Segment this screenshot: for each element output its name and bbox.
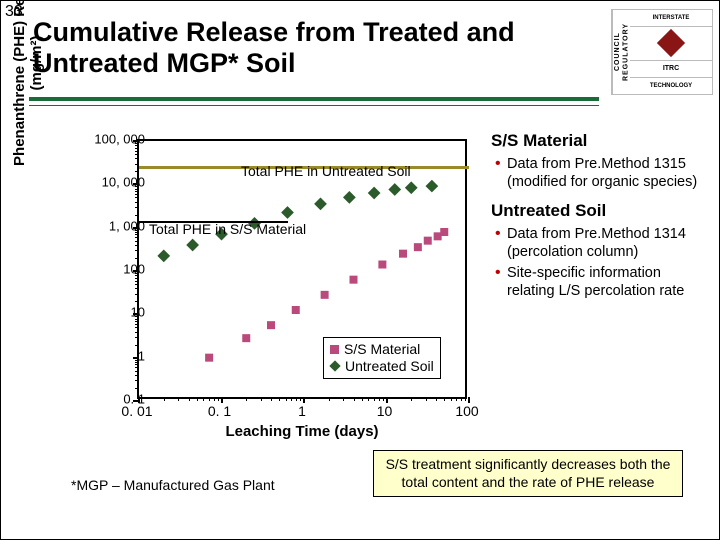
logo-top-word: INTERSTATE bbox=[653, 15, 690, 21]
itrc-logo: COUNCILREGULATORY INTERSTATE ITRC TECHNO… bbox=[611, 9, 713, 95]
side-bullet: Data from Pre.Method 1315 (modified for … bbox=[495, 155, 711, 191]
y-tick-label: 10, 000 bbox=[35, 175, 145, 190]
x-tick-label: 0. 01 bbox=[121, 403, 152, 419]
logo-bottom-word: TECHNOLOGY bbox=[650, 83, 692, 89]
title-underline bbox=[29, 97, 599, 101]
title-underline-thin bbox=[29, 105, 599, 106]
x-tick-label: 0. 1 bbox=[208, 403, 231, 419]
x-tick-label: 1 bbox=[298, 403, 306, 419]
chart-legend: S/S Material Untreated Soil bbox=[323, 337, 441, 379]
side-bullet: Data from Pre.Method 1314 (percolation c… bbox=[495, 225, 711, 261]
y-tick-label: 10 bbox=[35, 305, 145, 320]
x-axis-label: Leaching Time (days) bbox=[137, 423, 467, 440]
y-tick-label: 100 bbox=[35, 262, 145, 277]
y-tick-label: 1, 000 bbox=[35, 218, 145, 233]
y-tick-label: 100, 000 bbox=[35, 132, 145, 147]
side-panel: S/S Material Data from Pre.Method 1315 (… bbox=[491, 131, 711, 302]
diamond-icon bbox=[657, 29, 685, 57]
x-tick-label: 100 bbox=[455, 403, 478, 419]
y-axis-label: Phenanthrene (PHE) Release (mg/m²) bbox=[11, 0, 45, 173]
side-heading-1: S/S Material bbox=[491, 131, 711, 151]
side-bullet: Site-specific information relating L/S p… bbox=[495, 264, 711, 300]
slide: 33 Cumulative Release from Treated and U… bbox=[0, 0, 720, 540]
chart-annotation: Total PHE in S/S Material bbox=[149, 221, 306, 237]
callout-box: S/S treatment significantly decreases bo… bbox=[373, 450, 683, 497]
logo-center: ITRC bbox=[630, 61, 712, 78]
x-tick-label: 10 bbox=[377, 403, 393, 419]
slide-title: Cumulative Release from Treated and Untr… bbox=[33, 17, 593, 79]
footnote: *MGP – Manufactured Gas Plant bbox=[71, 477, 275, 493]
y-tick-label: 1 bbox=[35, 348, 145, 363]
side-heading-2: Untreated Soil bbox=[491, 201, 711, 221]
chart-annotation: Total PHE in Untreated Soil bbox=[241, 163, 411, 179]
plot-area: Total PHE in Untreated Soil Total PHE in … bbox=[137, 139, 467, 399]
chart: Phenanthrene (PHE) Release (mg/m²) Total… bbox=[19, 131, 479, 451]
